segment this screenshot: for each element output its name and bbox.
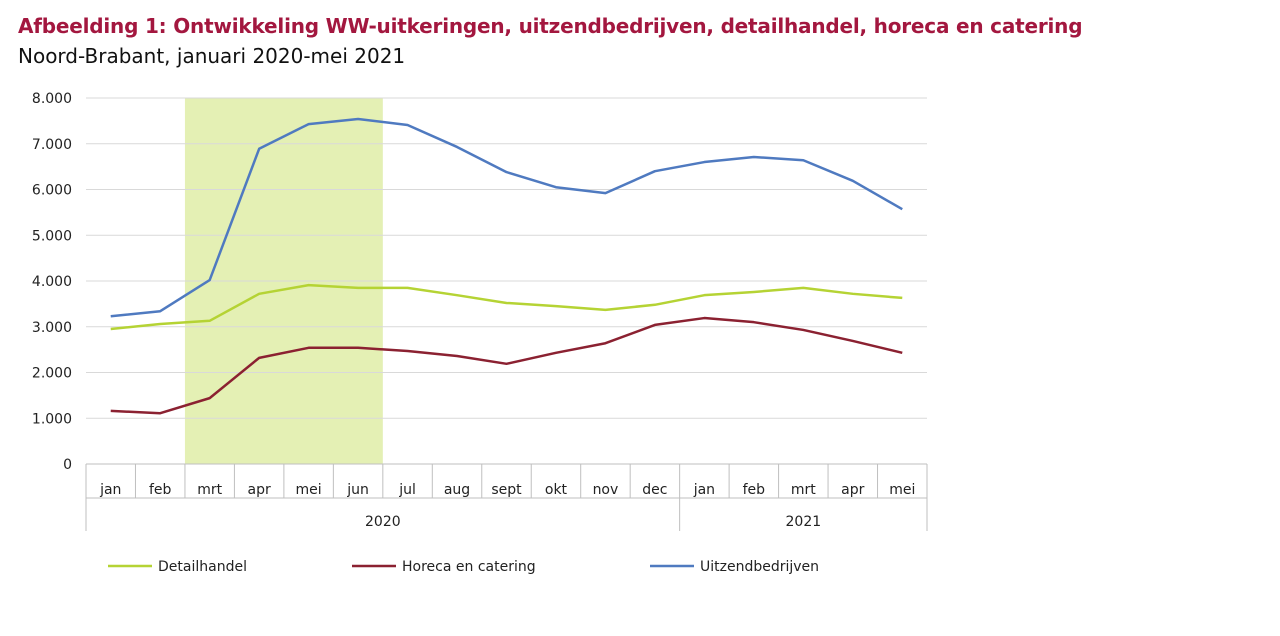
x-tick-label: feb — [149, 482, 172, 498]
legend-label: Horeca en catering — [402, 559, 536, 575]
legend-label: Uitzendbedrijven — [700, 559, 819, 575]
y-tick-label: 0 — [63, 457, 72, 473]
x-tick-label: jan — [99, 482, 121, 498]
x-tick-label: okt — [545, 482, 568, 498]
legend-label: Detailhandel — [158, 559, 247, 575]
x-tick-label: apr — [248, 482, 271, 498]
x-tick-label: dec — [642, 482, 667, 498]
x-tick-label: jul — [398, 482, 416, 498]
x-tick-label: mei — [889, 482, 915, 498]
chart-subtitle: Noord-Brabant, januari 2020-mei 2021 — [18, 44, 406, 68]
x-tick-label: nov — [593, 482, 619, 498]
x-tick-label: apr — [841, 482, 864, 498]
y-tick-label: 4.000 — [32, 274, 72, 290]
x-tick-label: mrt — [197, 482, 222, 498]
y-tick-label: 1.000 — [32, 411, 72, 427]
x-tick-label: mei — [296, 482, 322, 498]
y-tick-label: 7.000 — [32, 137, 72, 153]
x-tick-label: mrt — [791, 482, 816, 498]
x-tick-label: feb — [743, 482, 766, 498]
x-tick-label: sept — [491, 482, 522, 498]
y-tick-label: 8.000 — [32, 91, 72, 107]
y-tick-label: 5.000 — [32, 228, 72, 244]
x-group-label: 2021 — [786, 514, 822, 530]
x-tick-label: aug — [444, 482, 470, 498]
y-tick-label: 6.000 — [32, 183, 72, 199]
y-tick-label: 3.000 — [32, 320, 72, 336]
y-tick-label: 2.000 — [32, 366, 72, 382]
chart-title: Afbeelding 1: Ontwikkeling WW-uitkeringe… — [18, 14, 1083, 38]
x-tick-label: jan — [693, 482, 715, 498]
x-tick-label: jun — [346, 482, 369, 498]
x-group-label: 2020 — [365, 514, 401, 530]
